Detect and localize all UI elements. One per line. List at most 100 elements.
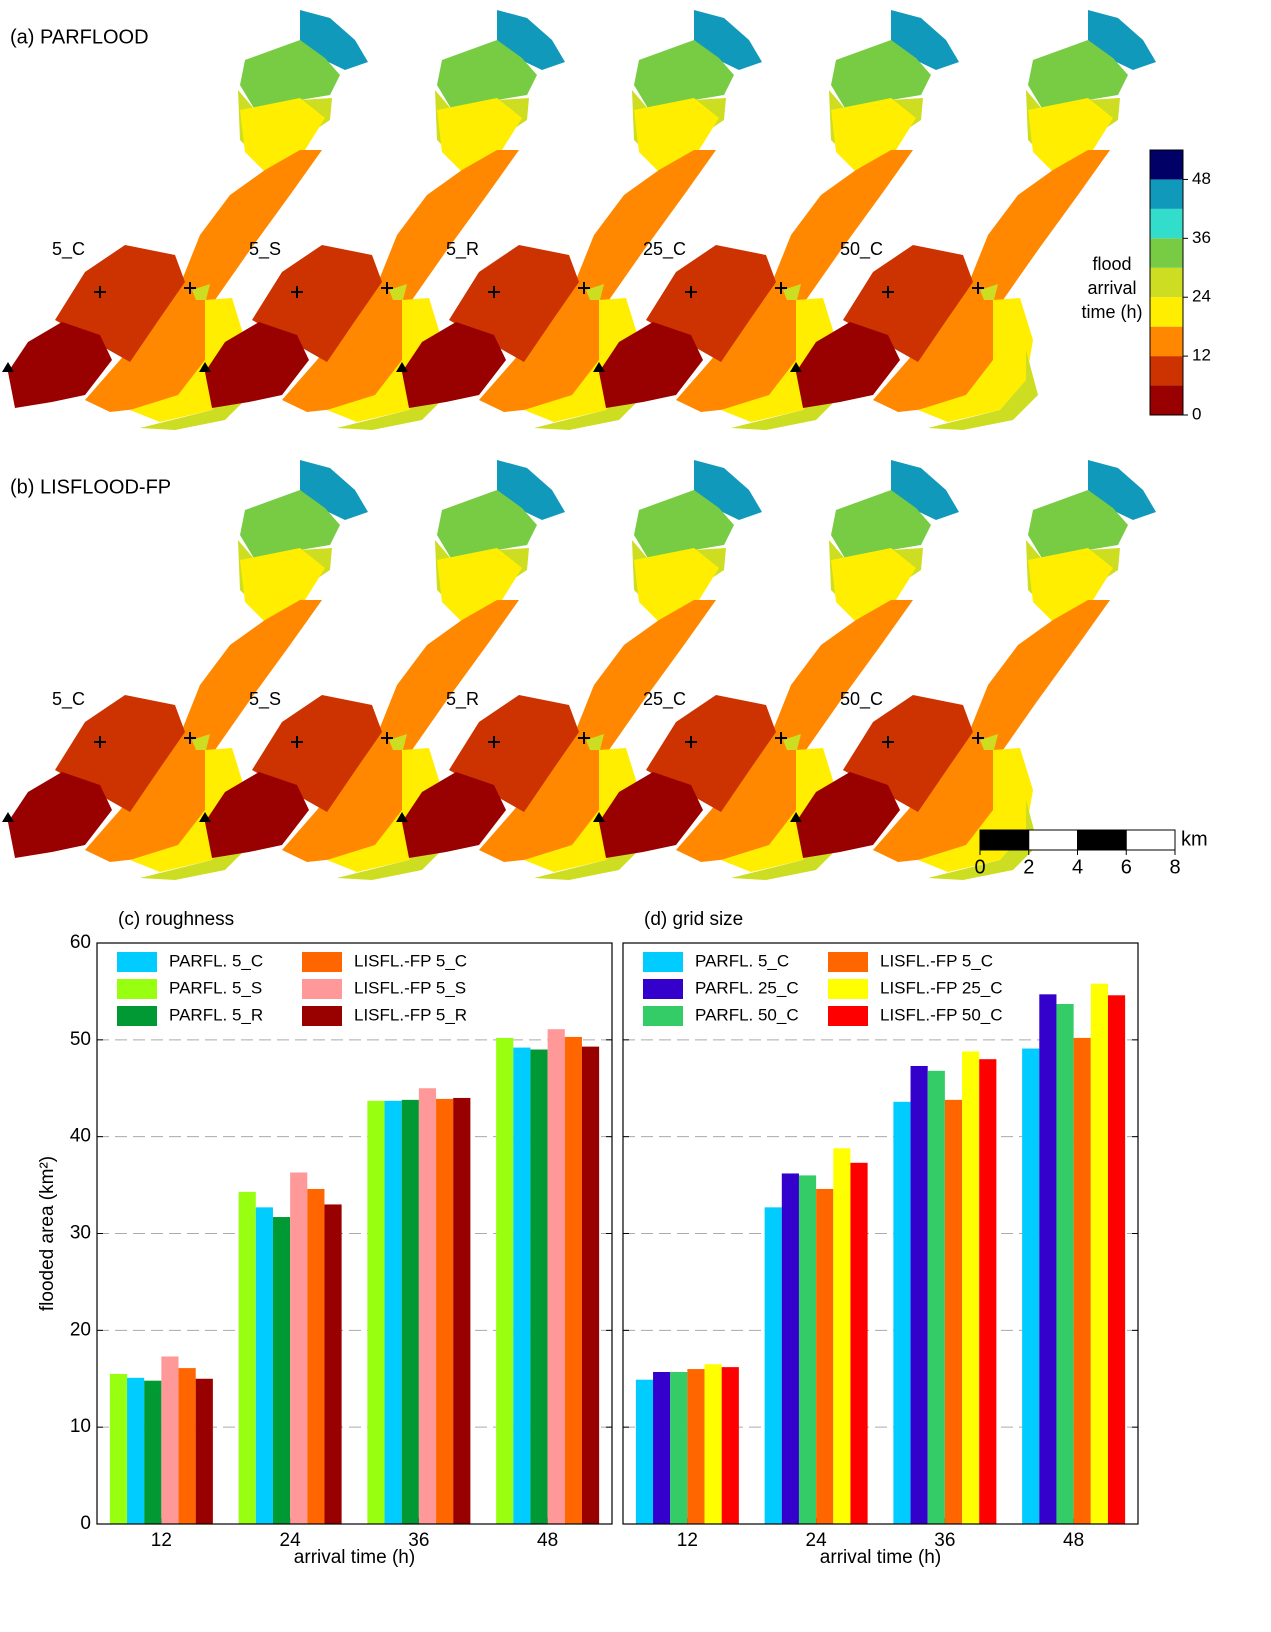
x-axis-label: arrival time (h) — [820, 1547, 941, 1568]
colorbar-segment — [1150, 356, 1183, 386]
bar — [687, 1369, 705, 1524]
legend-label: LISFL.-FP 25_C — [880, 978, 1003, 997]
legend-swatch — [828, 979, 868, 999]
bar — [833, 1148, 851, 1524]
bar — [721, 1367, 739, 1524]
bar — [384, 1100, 402, 1524]
bar — [290, 1172, 308, 1524]
bar — [581, 1046, 600, 1524]
inflow-marker — [199, 812, 211, 822]
colorbar-segment — [1150, 385, 1183, 415]
scalebar-unit: km — [1181, 828, 1208, 850]
legend-swatch — [117, 1006, 157, 1026]
gauge-marker — [488, 736, 500, 748]
y-tick-label: 10 — [70, 1416, 91, 1437]
colorbar-segment — [1150, 297, 1183, 327]
x-tick-label: 48 — [537, 1530, 558, 1551]
y-tick-label: 40 — [70, 1126, 91, 1147]
legend-swatch — [302, 952, 342, 972]
gauge-marker — [972, 732, 984, 744]
bar — [109, 1373, 128, 1524]
gauge-marker — [775, 732, 787, 744]
colorbar-tick-label: 36 — [1192, 228, 1211, 247]
bar — [944, 1099, 963, 1524]
bar — [161, 1356, 179, 1524]
y-tick-label: 20 — [70, 1319, 91, 1340]
legend-label: LISFL.-FP 5_C — [880, 951, 993, 970]
bar — [798, 1175, 817, 1524]
gauge-marker — [882, 286, 894, 298]
bar — [1039, 994, 1057, 1524]
x-tick-label: 36 — [934, 1530, 955, 1551]
map-label: 5_S — [249, 689, 281, 710]
y-tick-label: 50 — [70, 1029, 91, 1050]
inflow-marker — [396, 362, 408, 372]
bar — [704, 1364, 722, 1524]
map-label: 5_R — [446, 689, 479, 710]
y-axis-label: flooded area (km²) — [37, 1156, 58, 1311]
gauge-marker — [685, 736, 697, 748]
map-label: 50_C — [840, 689, 883, 710]
bar — [144, 1380, 162, 1524]
legend-label: PARFL. 5_R — [169, 1005, 263, 1024]
inflow-marker — [396, 812, 408, 822]
legend-swatch — [828, 1006, 868, 1026]
map-label: 5_R — [446, 239, 479, 260]
panel-label: (a) PARFLOOD — [10, 26, 149, 48]
colorbar-segment — [1150, 267, 1183, 298]
scalebar-tick-label: 0 — [974, 856, 985, 878]
legend-swatch — [643, 1006, 683, 1026]
colorbar-segment — [1150, 179, 1183, 209]
bar — [1107, 995, 1126, 1524]
inflow-marker — [2, 362, 14, 372]
bar — [1073, 1037, 1091, 1524]
map-label: 25_C — [643, 239, 686, 260]
colorbar-segment — [1150, 326, 1183, 357]
gauge-marker — [291, 286, 303, 298]
inflow-marker — [2, 812, 14, 822]
colorbar-tick-label: 12 — [1192, 346, 1211, 365]
inflow-marker — [593, 362, 605, 372]
map-label: 25_C — [643, 689, 686, 710]
y-tick-label: 0 — [80, 1513, 91, 1534]
x-tick-label: 48 — [1063, 1530, 1084, 1551]
bar — [1022, 1048, 1040, 1524]
bar — [670, 1371, 688, 1524]
bar — [910, 1065, 928, 1524]
bar — [816, 1188, 834, 1524]
colorbar-label: arrival — [1087, 278, 1136, 298]
x-tick-label: 12 — [677, 1530, 698, 1551]
gauge-marker — [94, 736, 106, 748]
bar — [195, 1378, 213, 1524]
bar — [307, 1188, 325, 1524]
x-tick-label: 36 — [408, 1530, 429, 1551]
legend-swatch — [643, 952, 683, 972]
legend-label: LISFL.-FP 5_C — [354, 951, 467, 970]
panel-label: (b) LISFLOOD-FP — [10, 476, 171, 498]
colorbar-segment — [1150, 208, 1183, 239]
colorbar-segment — [1150, 150, 1183, 180]
scalebar-segment — [979, 829, 1030, 851]
colorbar-tick-label: 48 — [1192, 169, 1211, 188]
scalebar-segment — [1077, 829, 1127, 851]
bar — [324, 1204, 342, 1524]
bar — [255, 1207, 273, 1524]
x-tick-label: 24 — [280, 1530, 302, 1551]
bar — [979, 1059, 997, 1524]
legend-label: PARFL. 5_C — [695, 951, 789, 970]
legend-label: PARFL. 5_C — [169, 951, 263, 970]
legend-swatch — [302, 1006, 342, 1026]
map-label: 5_C — [52, 689, 85, 710]
map-label: 50_C — [840, 239, 883, 260]
gauge-marker — [882, 736, 894, 748]
maps: 5_C 5_S 5_R 25_C 50_C 5_C 5_S 5_R 25_C 50_C — [0, 0, 1156, 880]
legend-swatch — [828, 952, 868, 972]
bar — [496, 1037, 514, 1524]
inflow-marker — [199, 362, 211, 372]
inflow-marker — [593, 812, 605, 822]
bar — [401, 1099, 419, 1524]
gauge-marker — [775, 282, 787, 294]
gauge-marker — [685, 286, 697, 298]
bar — [781, 1173, 799, 1524]
